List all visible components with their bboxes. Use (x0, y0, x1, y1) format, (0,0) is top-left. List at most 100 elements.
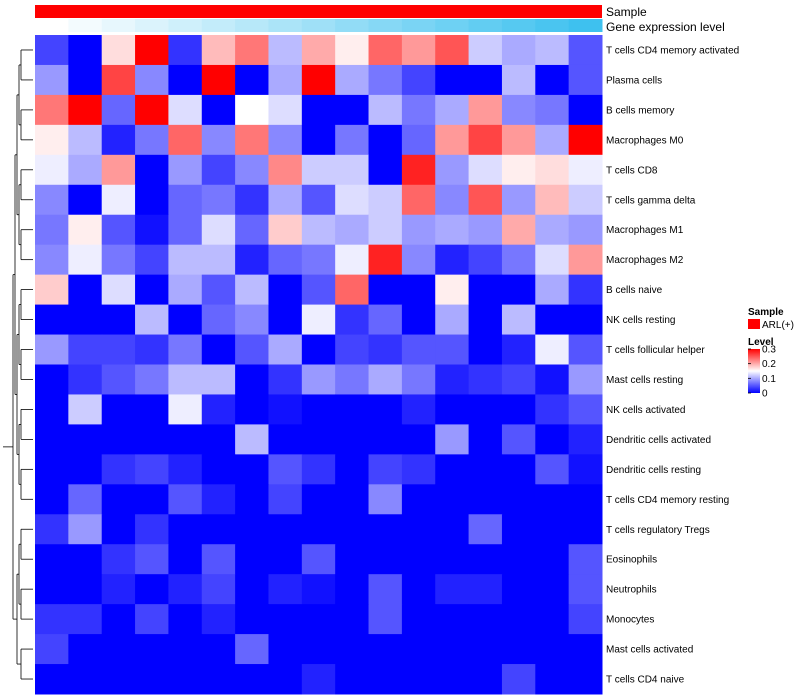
heatmap-cell (301, 124, 336, 156)
heatmap-cell (335, 304, 370, 336)
heatmap-cell (235, 604, 269, 635)
heatmap-cell (568, 634, 603, 665)
heatmap-cell (201, 424, 236, 455)
heatmap-cells (35, 35, 603, 695)
heatmap-cell (101, 364, 136, 395)
row-label: T cells CD4 naive (606, 675, 685, 686)
heatmap-cell (35, 274, 69, 306)
heatmap-cell (501, 364, 536, 395)
heatmap-cell (435, 664, 470, 695)
heatmap-cell (468, 394, 503, 425)
heatmap-cell (101, 604, 136, 635)
heatmap-cell (201, 184, 236, 216)
heatmap-cell (168, 334, 203, 365)
heatmap-cell (135, 274, 169, 306)
heatmap-cell (368, 274, 403, 306)
heatmap-cell (368, 394, 403, 425)
row-label: B cells naive (606, 285, 663, 296)
heatmap-cell (401, 274, 436, 306)
heatmap-cell (435, 64, 470, 96)
heatmap-cell (335, 184, 370, 216)
heatmap-cell (335, 64, 370, 96)
heatmap-cell (435, 154, 470, 186)
heatmap-cell (435, 244, 470, 276)
heatmap-cell (35, 394, 69, 425)
heatmap-cell (101, 35, 136, 66)
heatmap-cell (101, 394, 136, 425)
heatmap-cell (501, 514, 536, 545)
heatmap-cell (168, 634, 203, 665)
row-label: T cells CD4 memory resting (606, 495, 729, 506)
heatmap-cell (368, 64, 403, 96)
heatmap-cell (501, 94, 536, 126)
heatmap-cell (101, 634, 136, 665)
heatmap-cell (35, 94, 69, 126)
heatmap-cell (568, 154, 603, 186)
heatmap-cell (435, 544, 470, 575)
heatmap-cell (568, 304, 603, 336)
heatmap-cell (201, 454, 236, 485)
heatmap-cell (68, 304, 103, 336)
heatmap-cell (301, 244, 336, 276)
heatmap-cell (501, 574, 536, 605)
heatmap-cell (401, 454, 436, 485)
heatmap-cell (168, 184, 203, 216)
heatmap-cell (235, 634, 269, 665)
heatmap-cell (235, 514, 269, 545)
heatmap-cell (235, 334, 269, 365)
heatmap-cell (235, 454, 269, 485)
heatmap-cell (535, 35, 570, 66)
heatmap-cell (435, 424, 470, 455)
heatmap-cell (68, 184, 103, 216)
heatmap-cell (468, 424, 503, 455)
heatmap-cell (135, 94, 169, 126)
row-label: Dendritic cells activated (606, 435, 711, 446)
row-label: Macrophages M1 (606, 225, 684, 236)
heatmap-cell (168, 274, 203, 306)
heatmap-cell (201, 214, 236, 246)
annotation-expression-cell (335, 19, 370, 32)
heatmap-cell (568, 394, 603, 425)
heatmap-cell (301, 604, 336, 635)
heatmap-cell (468, 334, 503, 365)
heatmap-cell (268, 514, 303, 545)
heatmap-cell (301, 35, 336, 66)
heatmap-cell (501, 124, 536, 156)
heatmap-cell (235, 424, 269, 455)
heatmap-cell (501, 274, 536, 306)
heatmap-cell (235, 184, 269, 216)
heatmap-cell (435, 334, 470, 365)
heatmap-cell (435, 94, 470, 126)
heatmap-cell (135, 214, 169, 246)
heatmap-cell (501, 544, 536, 575)
heatmap-cell (135, 484, 169, 515)
heatmap-cell (35, 454, 69, 485)
heatmap-cell (535, 484, 570, 515)
heatmap-cell (68, 454, 103, 485)
annotation-expression-cell (235, 19, 269, 32)
heatmap-cell (435, 634, 470, 665)
row-label: T cells CD4 memory activated (606, 45, 739, 56)
heatmap-cell (435, 484, 470, 515)
heatmap-cell (468, 154, 503, 186)
heatmap-cell (68, 154, 103, 186)
heatmap-cell (235, 274, 269, 306)
row-label: T cells CD8 (606, 165, 658, 176)
heatmap-cell (468, 94, 503, 126)
heatmap-cell (401, 364, 436, 395)
heatmap-cell (235, 544, 269, 575)
heatmap-cell (35, 64, 69, 96)
heatmap-cell (268, 124, 303, 156)
heatmap-cell (368, 124, 403, 156)
heatmap-cell (168, 664, 203, 695)
heatmap-cell (101, 124, 136, 156)
heatmap-cell (468, 514, 503, 545)
heatmap-cell (268, 364, 303, 395)
heatmap-cell (201, 334, 236, 365)
heatmap-cell (535, 334, 570, 365)
heatmap-cell (468, 244, 503, 276)
row-label: NK cells activated (606, 405, 685, 416)
heatmap-cell (501, 664, 536, 695)
heatmap-cell (335, 124, 370, 156)
heatmap-cell (101, 574, 136, 605)
